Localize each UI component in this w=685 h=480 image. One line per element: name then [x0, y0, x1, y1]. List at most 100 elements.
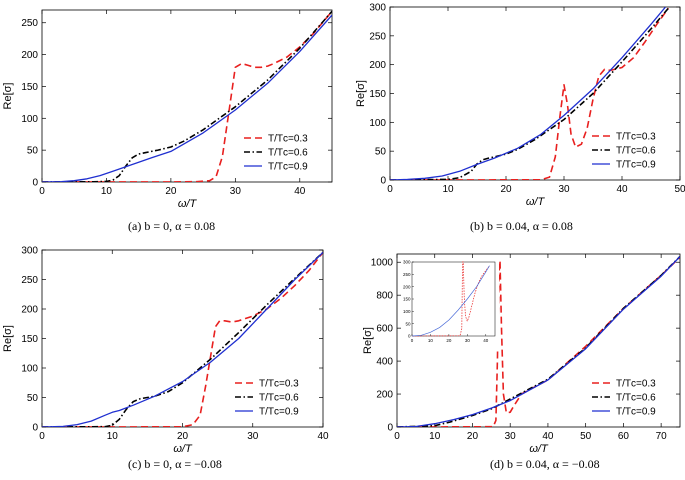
inset-y-tick-label: 150	[403, 297, 411, 302]
inset-series-line	[411, 265, 490, 337]
series-line-t-tc-0-6	[42, 10, 332, 182]
y-tick-label: 200	[369, 60, 386, 71]
y-tick-label: 300	[21, 246, 38, 257]
panel-caption: (d) b = 0.04, α = −0.08	[490, 457, 600, 471]
series-line-t-tc-0-3	[397, 256, 680, 427]
x-tick-label: 30	[505, 431, 517, 442]
x-tick-label: 10	[429, 431, 441, 442]
inset-series-line	[411, 261, 490, 337]
y-axis-label: Re[σ]	[362, 327, 374, 354]
x-tick-label: 30	[247, 431, 259, 442]
x-tick-label: 40	[542, 431, 554, 442]
y-tick-label: 200	[376, 390, 393, 401]
x-tick-label: 10	[442, 184, 454, 195]
inset-x-tick-label: 0	[411, 338, 414, 343]
legend-label: T/Tᴄ=0.3	[616, 379, 656, 390]
x-axis-label: ω/T	[529, 443, 549, 455]
x-tick-label: 20	[177, 431, 189, 442]
x-axis-label: ω/T	[178, 198, 198, 210]
inset-y-tick-label: 100	[403, 309, 411, 314]
y-tick-label: 250	[369, 31, 386, 42]
x-tick-label: 20	[165, 186, 177, 197]
series-group	[397, 255, 680, 427]
x-tick-label: 20	[500, 184, 512, 195]
x-tick-label: 40	[616, 184, 628, 195]
y-tick-label: 200	[21, 50, 38, 61]
inset-y-tick-label: 300	[403, 260, 411, 265]
x-tick-label: 50	[674, 184, 685, 195]
panel-caption: (c) b = 0, α = −0.08	[128, 457, 222, 471]
series-line-t-tc-0-9	[42, 251, 323, 427]
y-tick-label: 50	[375, 147, 387, 158]
legend-label: T/Tᴄ=0.6	[259, 393, 299, 404]
series-line-t-tc-0-3	[390, 7, 670, 180]
x-tick-label: 40	[294, 186, 306, 197]
y-tick-label: 0	[387, 423, 393, 434]
y-tick-label: 1000	[371, 258, 394, 269]
series-line-t-tc-0-9	[42, 14, 332, 182]
chart-panel-1: 0 10 20 30 40 0 50 100 150 200 250 ω/T Re[σ] T/Tᴄ=0.3…	[2, 9, 333, 233]
y-tick-label: 300	[369, 3, 386, 14]
x-tick-label: 60	[618, 431, 630, 442]
y-tick-label: 400	[376, 357, 393, 368]
y-tick-label: 100	[21, 114, 38, 125]
y-tick-label: 100	[21, 364, 38, 375]
y-tick-label: 100	[369, 118, 386, 129]
legend-label: T/Tᴄ=0.9	[616, 160, 656, 171]
y-tick-label: 800	[376, 291, 393, 302]
inset-x-tick-label: 10	[428, 338, 434, 343]
series-line-t-tc-0-3	[42, 251, 323, 427]
x-tick-label: 20	[467, 431, 479, 442]
x-axis-label: ω/T	[173, 443, 193, 455]
inset-chart: 0 10 20 30 40 0 50 100 150 200 250 300	[402, 258, 499, 348]
x-tick-label: 30	[558, 184, 570, 195]
y-tick-label: 600	[376, 324, 393, 335]
y-tick-label: 50	[27, 146, 39, 157]
x-tick-label: 0	[39, 186, 45, 197]
plot-frame	[396, 253, 681, 428]
inset-background	[402, 258, 499, 348]
y-tick-label: 0	[380, 176, 386, 187]
chart-panel-2: 0 10 20 30 40 50 0 50 100 150 200 250 300 ω/T Re[σ] T/T…	[355, 3, 685, 234]
legend-label: T/Tᴄ=0.3	[259, 379, 299, 390]
series-line-t-tc-0-9	[397, 256, 680, 427]
y-tick-label: 250	[21, 18, 38, 29]
inset-x-tick-label: 40	[483, 338, 489, 343]
y-tick-label: 150	[21, 334, 38, 345]
inset-y-tick-label: 0	[408, 334, 411, 339]
legend-label: T/Tᴄ=0.9	[616, 407, 656, 418]
series-line-t-tc-0-6	[42, 251, 323, 427]
legend-label: T/Tᴄ=0.9	[259, 407, 299, 418]
y-tick-label: 250	[21, 275, 38, 286]
x-axis-label: ω/T	[526, 196, 546, 208]
legend-label: T/Tᴄ=0.6	[616, 393, 656, 404]
y-tick-label: 200	[21, 305, 38, 316]
series-group	[42, 10, 332, 182]
inset-y-tick-label: 250	[403, 272, 411, 277]
series-line-t-tc-0-3	[42, 10, 332, 182]
y-axis-label: Re[σ]	[2, 325, 14, 352]
x-tick-label: 40	[317, 431, 329, 442]
y-tick-label: 50	[27, 393, 39, 404]
legend-label: T/Tᴄ=0.6	[616, 146, 656, 157]
x-tick-label: 10	[101, 186, 113, 197]
legend-label: T/Tᴄ=0.6	[268, 148, 308, 159]
x-tick-label: 30	[230, 186, 242, 197]
x-tick-label: 70	[656, 431, 668, 442]
inset-x-tick-label: 20	[446, 338, 452, 343]
y-tick-label: 150	[369, 89, 386, 100]
x-tick-label: 0	[394, 431, 400, 442]
chart-panel-3: 0 10 20 30 40 0 50 100 150 200 250 300 ω/T Re[σ] T/Tᴄ=…	[2, 246, 329, 472]
x-tick-label: 0	[387, 184, 393, 195]
series-group	[390, 7, 670, 180]
y-tick-label: 150	[21, 82, 38, 93]
y-tick-label: 0	[32, 178, 38, 189]
inset-y-tick-label: 200	[403, 284, 411, 289]
panel-caption: (a) b = 0, α = 0.08	[128, 219, 215, 233]
series-group	[42, 251, 323, 427]
inset-x-tick-label: 30	[465, 338, 471, 343]
x-tick-label: 0	[39, 431, 45, 442]
series-line-t-tc-0-9	[390, 7, 666, 180]
inset-y-tick-label: 50	[405, 321, 411, 326]
